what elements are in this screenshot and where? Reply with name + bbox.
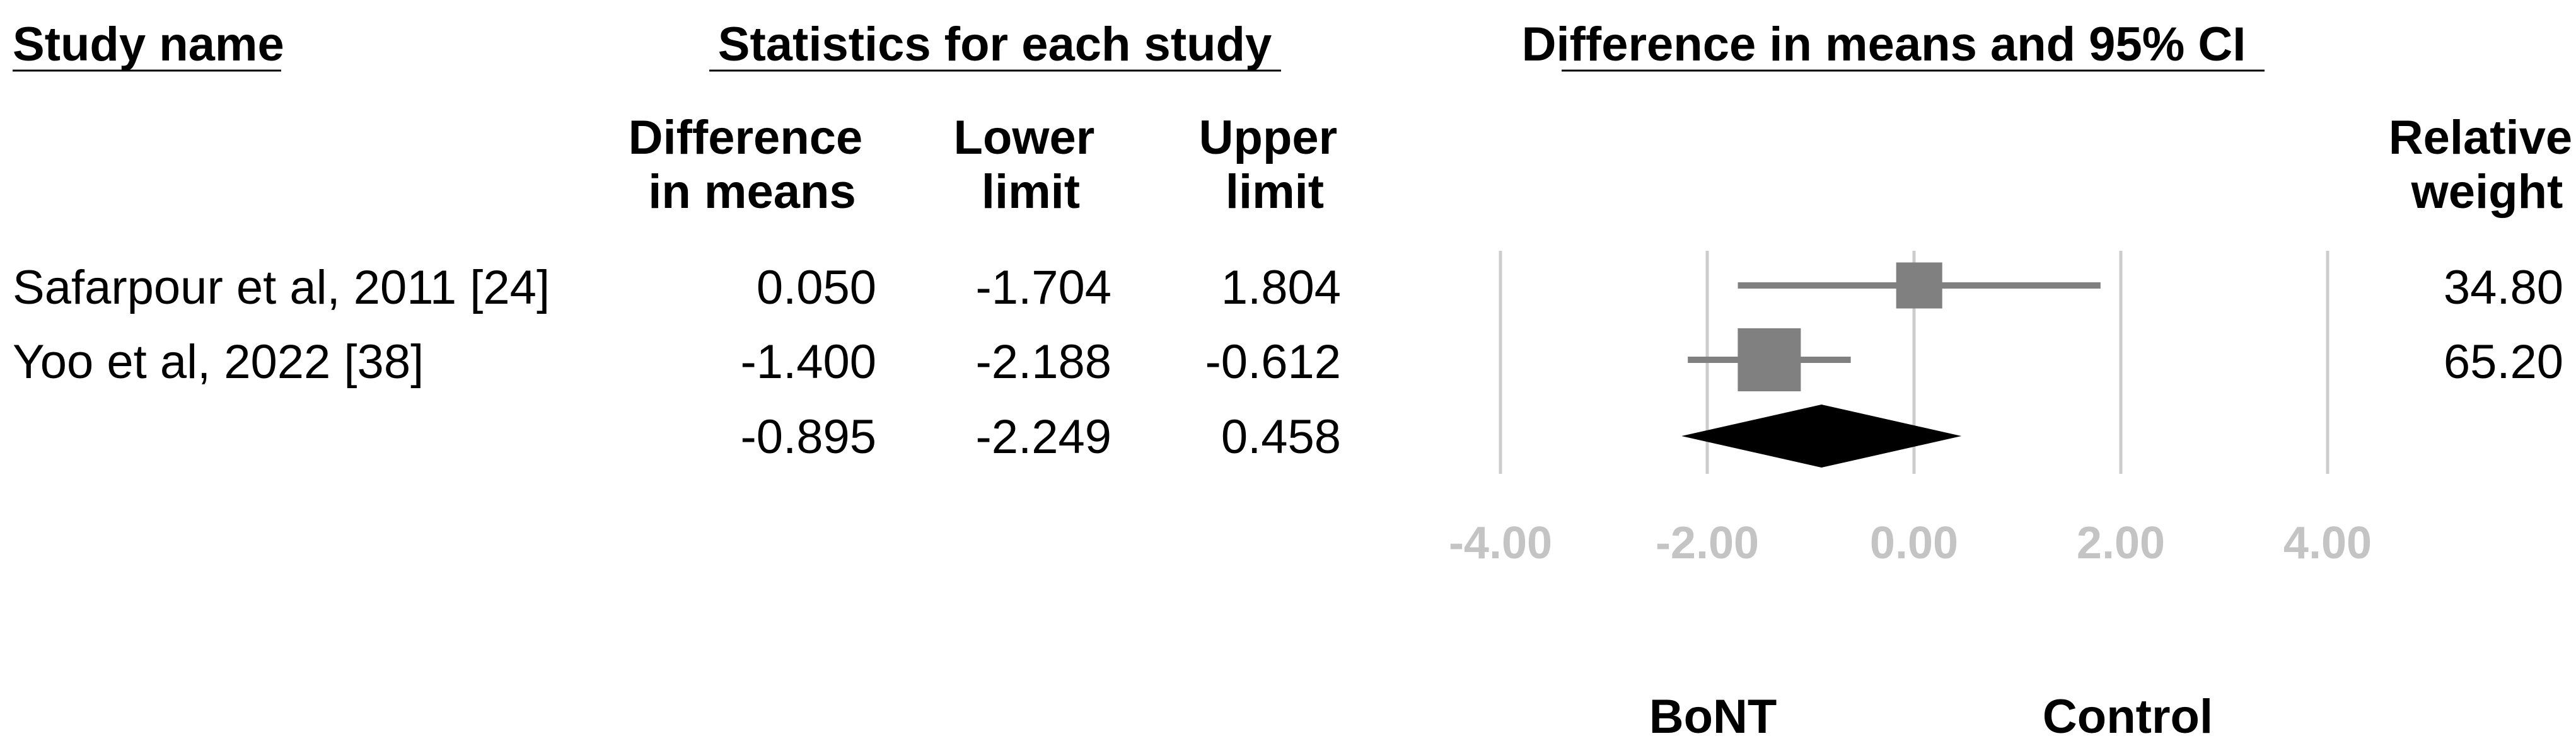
x-tick-label: 4.00 (2283, 518, 2372, 568)
statistics-header: Statistics for each study (718, 18, 1272, 71)
effect-square (1738, 328, 1801, 391)
col-weight-header: Relative weight (2389, 111, 2576, 219)
study-lower: -2.188 (976, 335, 1112, 389)
x-tick-label: 2.00 (2077, 518, 2165, 568)
x-tick-label: 0.00 (1870, 518, 1958, 568)
col-lower-header: Lower limit (954, 111, 1108, 219)
study-name: Yoo et al, 2022 [38] (13, 335, 424, 389)
plot-header: Difference in means and 95% CI (1522, 18, 2246, 71)
col-upper-header: Upper limit (1199, 111, 1351, 219)
summary-diamond (1681, 405, 1962, 468)
summary-diff: -0.895 (741, 410, 877, 464)
study-name-header: Study name (13, 18, 284, 71)
study-upper: 1.804 (1221, 261, 1341, 314)
favors-left-label: BoNT (1649, 690, 1777, 744)
study-upper: -0.612 (1205, 335, 1342, 389)
study-weight: 65.20 (2444, 335, 2563, 389)
summary-row: -0.895 -2.249 0.458 (741, 410, 1342, 464)
summary-lower: -2.249 (976, 410, 1112, 464)
favors-right-label: Control (2043, 690, 2213, 744)
plot-marks (1681, 262, 2101, 468)
study-lower: -1.704 (976, 261, 1112, 314)
summary-upper: 0.458 (1221, 410, 1341, 464)
study-row: Yoo et al, 2022 [38] -1.400 -2.188 -0.61… (13, 335, 2563, 389)
x-tick-label: -2.00 (1656, 518, 1759, 568)
study-row: Safarpour et al, 2011 [24] 0.050 -1.704 … (13, 261, 2563, 314)
study-name: Safarpour et al, 2011 [24] (13, 261, 550, 314)
study-weight: 34.80 (2444, 261, 2563, 314)
x-axis-ticks: -4.00 -2.00 0.00 2.00 4.00 (1449, 518, 2372, 568)
x-tick-label: -4.00 (1449, 518, 1552, 568)
effect-square (1896, 262, 1942, 309)
study-diff: 0.050 (757, 261, 876, 314)
col-diff-header: Difference in means (629, 111, 876, 219)
study-diff: -1.400 (741, 335, 877, 389)
